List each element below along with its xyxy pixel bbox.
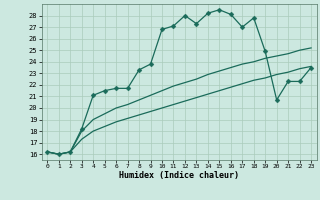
X-axis label: Humidex (Indice chaleur): Humidex (Indice chaleur) [119,171,239,180]
